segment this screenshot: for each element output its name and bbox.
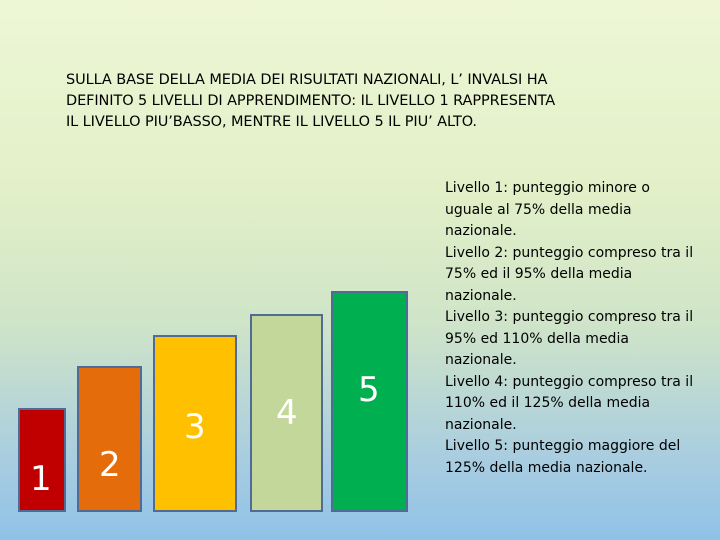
level-4-bar: 4	[250, 314, 323, 512]
legend-item-level-1: Livello 1: punteggio minore o uguale al …	[445, 180, 650, 239]
legend-item-level-2: Livello 2: punteggio compreso tra il 75%…	[445, 244, 694, 304]
legend-item-level-3: Livello 3: punteggio compreso tra il 95%…	[445, 309, 694, 368]
legend-item-level-5: Livello 5: punteggio maggiore del 125% d…	[445, 438, 681, 476]
level-1-bar: 1	[18, 408, 66, 512]
level-5-bar: 5	[331, 291, 408, 512]
title-line-1: SULLA BASE DELLA MEDIA DEI RISULTATI NAZ…	[66, 72, 548, 88]
level-2-label: 2	[99, 445, 121, 485]
level-3-bar: 3	[153, 335, 237, 512]
levels-legend: Livello 1: punteggio minore o uguale al …	[445, 178, 695, 479]
level-4-label: 4	[276, 393, 298, 433]
legend-item-level-4: Livello 4: punteggio compreso tra il 110…	[445, 373, 694, 433]
level-1-label: 1	[30, 459, 52, 499]
level-3-label: 3	[184, 407, 206, 447]
level-2-bar: 2	[77, 366, 142, 512]
title-line-3: IL LIVELLO PIU’BASSO, MENTRE IL LIVELLO …	[66, 114, 477, 130]
level-5-label: 5	[358, 370, 380, 410]
title-line-2: DEFINITO 5 LIVELLI DI APPRENDIMENTO: IL …	[66, 93, 556, 109]
page-title: SULLA BASE DELLA MEDIA DEI RISULTATI NAZ…	[66, 70, 666, 133]
